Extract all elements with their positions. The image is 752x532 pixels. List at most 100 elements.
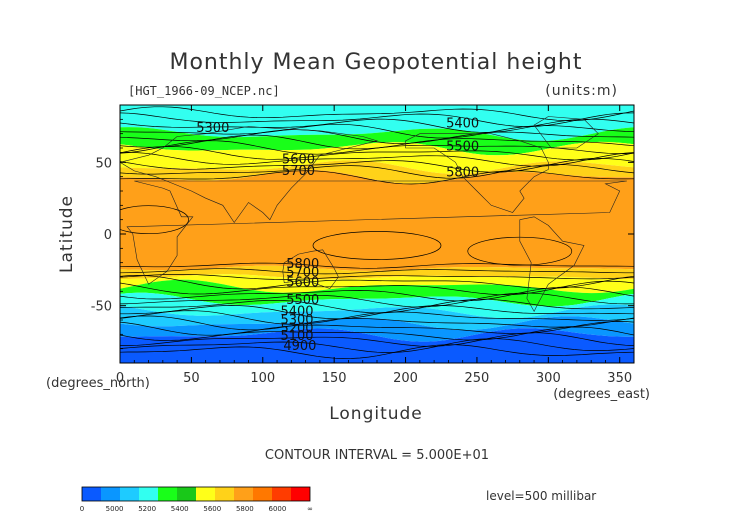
color-bands: [120, 105, 634, 363]
coastline: [282, 249, 339, 289]
coastline: [120, 126, 379, 224]
colorbar-swatch: [101, 487, 120, 501]
file-label: [HGT_1966-09_NCEP.nc]: [128, 84, 280, 98]
contour-line: [120, 112, 634, 127]
y-tick-label: 0: [104, 228, 112, 243]
colorbar-swatch: [291, 487, 310, 501]
contour-line: [120, 305, 634, 320]
contour-lines: [120, 106, 634, 359]
x-axis: 0 50 100 150 200 250 300 350: [116, 105, 632, 386]
colorbar: 0 5000 5200 5400 5600 5800 6000 ∞: [80, 486, 313, 513]
level-text: level=500 millibar: [486, 489, 596, 503]
contour-label: 5100: [280, 329, 313, 344]
contour-line: [120, 146, 634, 161]
contour-line: [120, 321, 634, 336]
contour-line: [120, 332, 634, 347]
chart-title: Monthly Mean Geopotential height: [169, 50, 582, 75]
coastline: [126, 180, 627, 285]
contour-label: 5600: [282, 152, 315, 167]
color-band: [120, 304, 634, 331]
color-band: [120, 127, 634, 156]
coastline: [405, 133, 549, 213]
color-band: [120, 292, 634, 319]
colorbar-swatch: [253, 487, 272, 501]
x-unit-label: (degrees_east): [553, 387, 650, 402]
contour-line: [120, 315, 634, 331]
colorbar-label: 5200: [138, 505, 156, 513]
contour-label: 5200: [280, 322, 313, 337]
colorbar-label: ∞: [307, 505, 313, 513]
colorbar-swatch: [215, 487, 234, 501]
contour-label: 5300: [196, 121, 229, 136]
coastline: [519, 216, 585, 313]
color-band: [120, 316, 634, 342]
x-tick-label: 0: [116, 371, 124, 386]
contour-line: [120, 310, 634, 325]
contour-line: [120, 273, 634, 280]
contour-label: 5700: [286, 266, 319, 281]
units-label: (units:m): [545, 83, 618, 99]
colorbar-swatch: [177, 487, 196, 501]
contour-label: 5800: [446, 165, 479, 180]
colorbar-swatch: [272, 487, 291, 501]
colorbar-swatch: [82, 487, 101, 501]
contour-label: 5800: [286, 257, 319, 272]
colorbar-label: 5000: [106, 505, 124, 513]
y-unit-label: (degrees_north): [46, 376, 150, 391]
contour-label: 5400: [280, 304, 313, 319]
contour-line: [120, 268, 634, 275]
contour-line: [120, 338, 634, 353]
contour-label: 5700: [282, 164, 315, 179]
color-band: [120, 274, 634, 294]
x-tick-label: 50: [183, 371, 200, 386]
colorbar-label: 5400: [171, 505, 189, 513]
colorbar-label: 6000: [269, 505, 287, 513]
contour-label: 5500: [286, 293, 319, 308]
contour-label: 5600: [286, 276, 319, 291]
coastlines: [120, 116, 627, 313]
contour-line: [120, 262, 634, 269]
color-band: [120, 265, 634, 280]
color-band: [120, 279, 634, 307]
contour-line: [120, 129, 634, 144]
colorbar-swatch: [234, 487, 253, 501]
x-tick-label: 300: [536, 371, 561, 386]
contour-line: [120, 280, 634, 296]
contour-interval-text: CONTOUR INTERVAL = 5.000E+01: [265, 448, 489, 463]
contour-label: 5400: [446, 117, 479, 132]
y-axis-label: Latitude: [57, 195, 77, 273]
contour-line: [120, 286, 634, 302]
x-tick-label: 350: [607, 371, 632, 386]
colorbar-label: 0: [80, 505, 84, 513]
contour-label: 4900: [283, 339, 316, 354]
contour-line: [120, 205, 189, 235]
y-axis: -50 0 50: [91, 118, 634, 350]
contour-line: [120, 106, 634, 121]
x-tick-label: 250: [465, 371, 490, 386]
contour-line: [120, 292, 634, 308]
color-band: [120, 169, 634, 271]
contour-line: [120, 326, 634, 341]
x-tick-label: 150: [322, 371, 347, 386]
y-tick-label: -50: [91, 300, 112, 315]
coastline: [533, 116, 599, 149]
x-tick-label: 200: [393, 371, 418, 386]
colorbar-swatch: [139, 487, 158, 501]
contour-line: [120, 140, 634, 155]
x-axis-label: Longitude: [329, 404, 423, 424]
colorbar-label: 5600: [203, 505, 221, 513]
y-tick-label: 50: [95, 156, 112, 171]
contour-line: [312, 231, 442, 260]
contour-label: 5500: [446, 140, 479, 155]
x-tick-label: 100: [250, 371, 275, 386]
colorbar-swatch: [196, 487, 215, 501]
contour-label: 5300: [280, 313, 313, 328]
contour-line: [120, 344, 634, 359]
colorbar-label: 5800: [236, 505, 254, 513]
colorbar-frame: [81, 486, 311, 502]
colorbar-swatch: [158, 487, 177, 501]
colorbar-swatch: [120, 487, 139, 501]
